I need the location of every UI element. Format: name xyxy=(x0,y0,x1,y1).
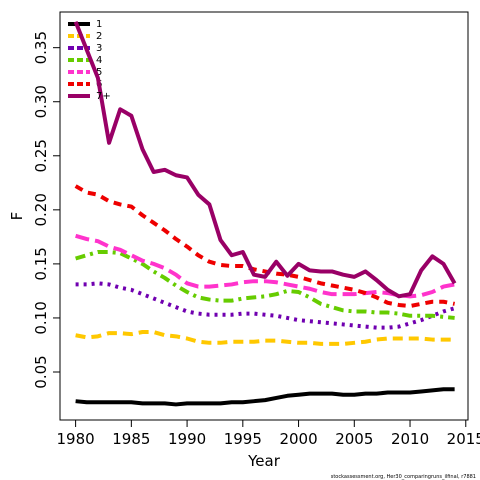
y-tick-label: 0.05 xyxy=(32,355,50,388)
legend-label: 5 xyxy=(96,67,102,78)
legend-label: 3 xyxy=(96,43,102,54)
plot-frame xyxy=(59,11,469,421)
x-tick-label: 1990 xyxy=(168,430,206,448)
legend-label: 4 xyxy=(96,55,102,66)
legend-label: 7+ xyxy=(96,91,111,102)
series-line xyxy=(75,233,456,299)
footnote: stockassessment.org, Her30_comparingruns… xyxy=(331,474,476,480)
series-line xyxy=(75,330,455,346)
x-tick-label: 2005 xyxy=(335,430,373,448)
x-tick-label: 1980 xyxy=(57,430,95,448)
series-line xyxy=(75,387,455,407)
x-tick-label: 1985 xyxy=(112,430,150,448)
x-tick-label: 2015 xyxy=(447,430,480,448)
y-tick-label: 0.15 xyxy=(32,247,50,280)
legend-label: 1 xyxy=(96,19,102,30)
y-axis-label: F xyxy=(8,212,26,221)
x-tick-label: 2010 xyxy=(391,430,429,448)
legend-label: 2 xyxy=(96,31,102,42)
y-tick-label: 0.20 xyxy=(32,193,50,226)
y-tick-label: 0.25 xyxy=(32,139,50,172)
series-line xyxy=(75,281,456,330)
series-line xyxy=(73,20,457,299)
y-tick-label: 0.35 xyxy=(32,31,50,64)
series-line xyxy=(75,250,455,320)
series-line xyxy=(74,184,456,309)
x-tick-label: 2000 xyxy=(279,430,317,448)
x-tick-label: 1995 xyxy=(224,430,262,448)
x-axis-label: Year xyxy=(247,452,281,470)
y-tick-label: 0.10 xyxy=(32,301,50,334)
y-tick-label: 0.30 xyxy=(32,85,50,118)
